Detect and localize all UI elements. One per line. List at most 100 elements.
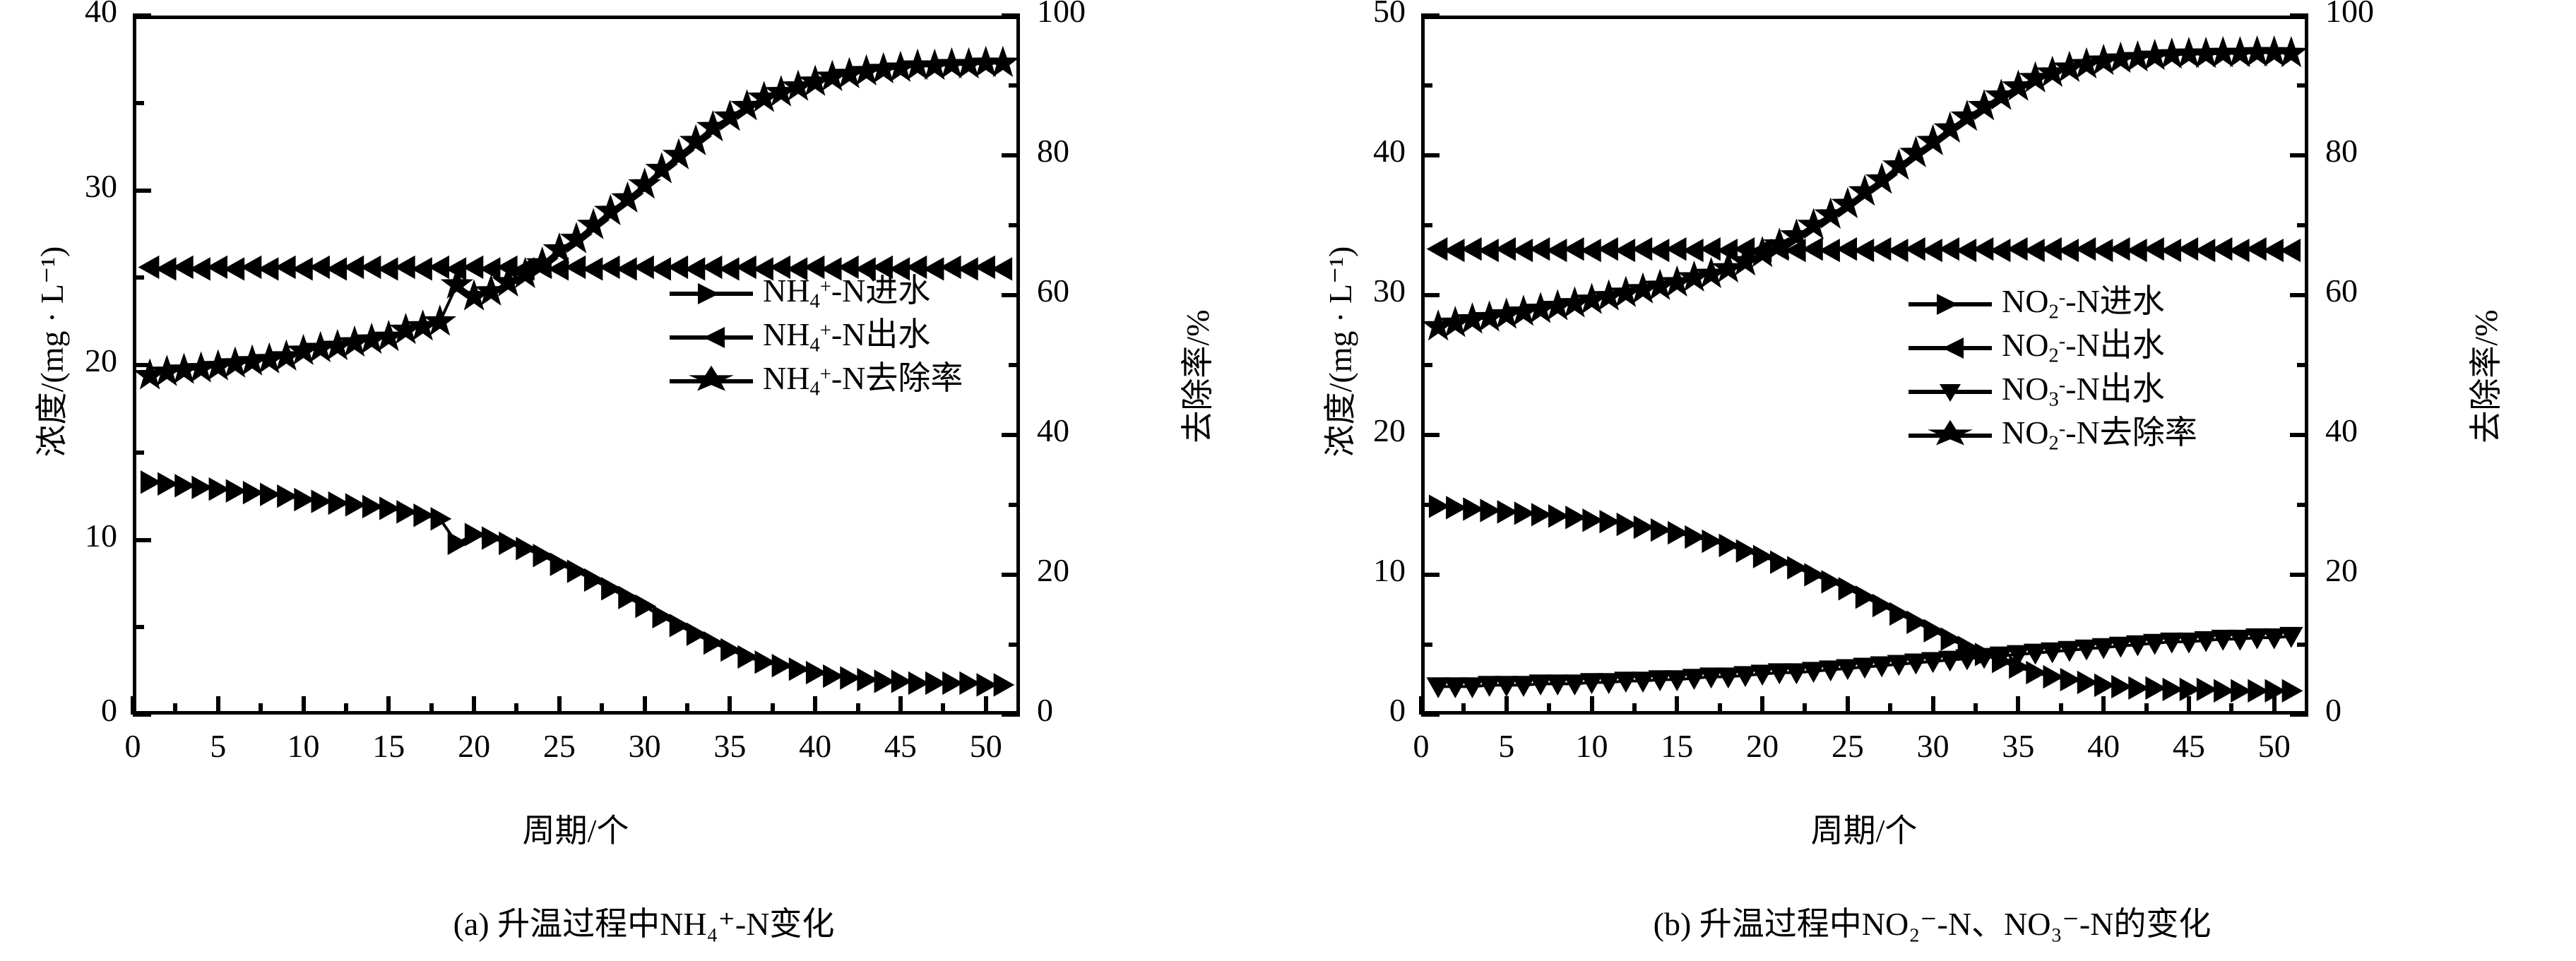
axis-tick [131, 696, 135, 715]
legend-item[interactable]: NO2--N出水 [1909, 326, 2197, 370]
axis-tick [1421, 433, 1440, 437]
axis-tick-label: 35 [713, 728, 747, 764]
legend-item[interactable]: NO3--N出水 [1909, 370, 2197, 414]
axis-tick-label: 30 [85, 167, 117, 204]
axis-tick [1717, 703, 1722, 715]
axis-tick [2229, 703, 2234, 715]
axis-tick-label: 40 [85, 0, 117, 29]
axis-tick-label: 20 [458, 728, 491, 764]
axis-tick-label: 10 [85, 517, 117, 554]
legend-item[interactable]: NH4+-N出水 [670, 316, 963, 359]
left-triangle-icon [1909, 294, 1992, 315]
axis-tick-label: 50 [2257, 728, 2291, 764]
legend-item[interactable]: NO2--N进水 [1909, 282, 2197, 326]
down-triangle-icon [1909, 381, 1992, 402]
axis-tick [642, 696, 647, 715]
axis-tick [1009, 83, 1020, 88]
axis-tick-label: 40 [2325, 412, 2358, 448]
axis-tick [2290, 293, 2308, 297]
axis-tick-label: 40 [799, 728, 832, 764]
axis-tick [1760, 696, 1765, 715]
left-triangle-icon [670, 283, 753, 304]
legend-item[interactable]: NH4+-N去除率 [670, 359, 963, 403]
data-layer-a [133, 45, 1020, 697]
axis-tick [2297, 83, 2308, 88]
axis-tick-label: 80 [2325, 133, 2358, 169]
axis-tick [1419, 696, 1423, 715]
axis-tick [1845, 696, 1850, 715]
legend-a: NH4+-N进水 NH4+-N出水 NH4+-N去除率 [670, 272, 963, 403]
axis-tick [1803, 703, 1808, 715]
axis-tick-label: 0 [1037, 692, 1053, 728]
legend-item[interactable]: NH4+-N进水 [670, 272, 963, 316]
axis-tick [1002, 13, 1020, 18]
axis-tick [2144, 703, 2149, 715]
axis-tick-label: 35 [2002, 728, 2035, 764]
axis-tick [2290, 712, 2308, 717]
axis-tick [1002, 153, 1020, 157]
axis-tick [472, 696, 477, 715]
axis-tick-label: 30 [628, 728, 661, 764]
axis-tick [259, 703, 263, 715]
axis-tick [386, 696, 391, 715]
axis-tick [133, 625, 144, 630]
axis-tick [1589, 696, 1594, 715]
axis-tick [1421, 363, 1432, 367]
axis-tick [2297, 503, 2308, 507]
axis-tick [1002, 293, 1020, 297]
axis-tick [1421, 223, 1432, 227]
series-down-triangle [1426, 626, 2303, 698]
axis-tick [1461, 703, 1466, 715]
axis-tick-label: 0 [124, 728, 141, 764]
axis-tick [133, 275, 144, 280]
axis-tick [2297, 363, 2308, 367]
axis-tick [133, 537, 151, 542]
axis-tick [215, 696, 220, 715]
legend-item[interactable]: NO2--N去除率 [1909, 414, 2197, 458]
axis-tick [2297, 223, 2308, 227]
panel-caption-a: (a) 升温过程中NH₄⁺-N变化 [453, 906, 835, 942]
star-icon [1909, 419, 1992, 446]
axis-tick-label: 100 [1037, 0, 1086, 29]
axis-tick [1421, 293, 1440, 297]
axis-tick [1421, 83, 1432, 88]
star-icon [670, 365, 753, 392]
series-right-triangle [140, 470, 1015, 697]
series-right-triangle [1428, 494, 2303, 703]
legend-item-label: NO3--N出水 [2002, 371, 2165, 412]
axis-tick-label: 0 [1413, 728, 1430, 764]
axis-tick-label: 15 [372, 728, 405, 764]
axis-tick-label: 10 [287, 728, 320, 764]
legend-item-label: NO2--N出水 [2002, 327, 2165, 368]
axis-tick [813, 696, 818, 715]
legend-b: NO2--N进水 NO2--N出水 NO3--N出水 [1909, 282, 2197, 458]
axis-tick-label: 0 [1389, 692, 1406, 728]
axis-tick [133, 13, 151, 18]
axis-tick [1421, 712, 1440, 717]
axis-tick-label: 20 [1746, 728, 1779, 764]
axis-tick-label: 45 [2172, 728, 2205, 764]
axis-tick-label: 30 [1373, 273, 1406, 309]
chart-panel-a: 浓度/(mg · L⁻¹) 去除率/% 0 10 20 30 40 0 20 40 60 80 10… [34, 0, 1216, 942]
axis-tick-label: 60 [1037, 273, 1069, 309]
y-axis-label-left-b: 浓度/(mg · L⁻¹) [1322, 246, 1358, 458]
axis-tick-label: 10 [1373, 552, 1406, 588]
axis-tick-label: 40 [2087, 728, 2120, 764]
axis-tick [728, 696, 732, 715]
axis-tick-label: 30 [1916, 728, 1949, 764]
axis-tick-label: 80 [1037, 133, 1069, 169]
axis-tick [1009, 503, 1020, 507]
legend-item-label: NH4+-N去除率 [763, 360, 963, 401]
axis-tick [2290, 573, 2308, 577]
axis-tick-label: 20 [1037, 552, 1069, 588]
axis-tick [1930, 696, 1935, 715]
axis-tick [1002, 712, 1020, 717]
axis-tick [2290, 153, 2308, 157]
axis-tick [1002, 433, 1020, 437]
panel-caption-b: (b) 升温过程中NO₂⁻-N、NO₃⁻-N的变化 [1653, 906, 2212, 942]
y-axis-label-right-b: 去除率/% [2468, 309, 2504, 443]
axis-tick-label: 40 [1037, 412, 1069, 448]
axis-tick [1888, 703, 1893, 715]
axis-tick [983, 696, 988, 715]
